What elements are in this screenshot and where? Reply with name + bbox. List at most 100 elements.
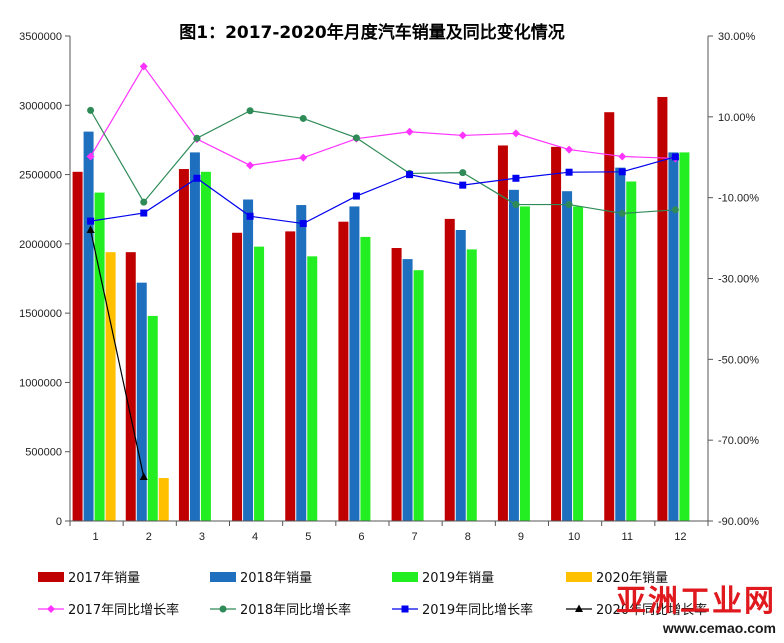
bar: [413, 270, 424, 521]
bar: [243, 199, 254, 521]
legend-label: 2020年销量: [596, 571, 668, 586]
y-left-tick-label: 0: [56, 516, 62, 528]
data-point: [618, 152, 627, 161]
bar: [679, 152, 690, 521]
y-right-tick-label: -90.00%: [718, 516, 759, 528]
data-point: [565, 201, 573, 209]
watermark-url: www.cemao.com: [662, 620, 776, 636]
legend-swatch: [38, 572, 64, 582]
bar: [307, 256, 318, 521]
data-point: [140, 209, 148, 217]
data-point: [299, 153, 308, 162]
bar: [105, 252, 116, 521]
watermark-brand: 亚洲工业网: [616, 584, 776, 619]
bar: [562, 191, 573, 521]
y-right-tick-label: -70.00%: [718, 435, 759, 447]
series-line: [90, 110, 676, 215]
x-tick-label: 4: [252, 531, 258, 543]
data-point: [87, 106, 95, 114]
bar: [125, 252, 136, 521]
data-point: [406, 171, 414, 179]
bar: [668, 152, 679, 521]
bar: [147, 315, 158, 521]
data-point: [618, 209, 626, 217]
legend-swatch: [566, 572, 592, 582]
legend-swatch: [210, 572, 236, 582]
bar: [402, 259, 413, 521]
legend-swatch: [392, 572, 418, 582]
watermark: 亚洲工业网 www.cemao.com: [616, 584, 776, 636]
axes-layer: 0 500000 1000000 1500000 2000000 2500000 30000…: [19, 31, 759, 543]
bar: [360, 236, 371, 521]
data-point: [671, 153, 679, 161]
series-line: [90, 65, 676, 166]
data-point: [459, 169, 467, 177]
y-left-tick-label: 1000000: [19, 377, 62, 389]
bars-layer: [72, 96, 690, 522]
bar: [232, 232, 243, 521]
bar: [626, 181, 637, 521]
bar: [604, 112, 615, 521]
data-point: [193, 134, 201, 142]
y-right-tick-label: 30.00%: [718, 31, 756, 43]
legend-label: 2018年销量: [240, 571, 312, 586]
legend-label: 2018年同比增长率: [240, 602, 351, 618]
bar: [83, 131, 94, 521]
legend-label: 2019年销量: [422, 571, 494, 586]
y-right-tick-label: -50.00%: [718, 354, 759, 366]
x-tick-label: 10: [568, 531, 580, 543]
x-tick-label: 3: [199, 531, 205, 543]
y-right-tick-label: -10.00%: [718, 193, 759, 205]
y-left-tick-label: 3500000: [19, 31, 62, 43]
bar: [573, 206, 584, 521]
data-point: [401, 605, 409, 613]
bar: [178, 169, 189, 521]
bar: [455, 230, 466, 521]
bar: [189, 152, 200, 521]
y-left-tick-label: 2500000: [19, 170, 62, 182]
data-point: [86, 152, 95, 161]
bar: [444, 218, 455, 521]
y-right-tick-label: -30.00%: [718, 274, 759, 286]
bar: [519, 206, 530, 521]
series-line: [89, 229, 145, 478]
x-tick-label: 1: [93, 531, 99, 543]
x-tick-label: 9: [518, 531, 524, 543]
bar: [497, 145, 508, 521]
bar: [657, 96, 668, 521]
data-point: [575, 604, 583, 612]
data-point: [246, 107, 254, 115]
x-tick-label: 5: [305, 531, 311, 543]
legend-label: 2019年同比增长率: [422, 602, 533, 618]
data-point: [352, 192, 360, 200]
x-tick-label: 7: [412, 531, 418, 543]
x-tick-label: 12: [674, 531, 686, 543]
legend-label: 2017年销量: [68, 571, 140, 586]
bar: [158, 478, 169, 521]
x-tick-label: 11: [622, 531, 633, 543]
data-point: [458, 131, 467, 140]
bar: [296, 205, 307, 522]
data-point: [140, 198, 148, 206]
data-point: [86, 225, 95, 233]
data-point: [618, 168, 626, 176]
data-point: [512, 174, 520, 182]
data-point: [565, 168, 573, 176]
x-tick-label: 6: [358, 531, 364, 543]
y-right-tick-label: 10.00%: [718, 112, 756, 124]
y-left-tick-label: 1500000: [19, 308, 62, 320]
bar: [615, 167, 626, 521]
data-point: [87, 217, 95, 225]
bar: [136, 282, 147, 521]
data-point: [47, 605, 55, 613]
bar: [254, 246, 265, 521]
series-line: [90, 156, 676, 225]
bar: [285, 231, 296, 521]
data-point: [299, 114, 307, 122]
y-left-tick-label: 3000000: [19, 100, 62, 112]
bar: [200, 171, 211, 522]
bar: [551, 146, 562, 521]
bar: [349, 206, 360, 521]
data-point: [219, 605, 227, 613]
